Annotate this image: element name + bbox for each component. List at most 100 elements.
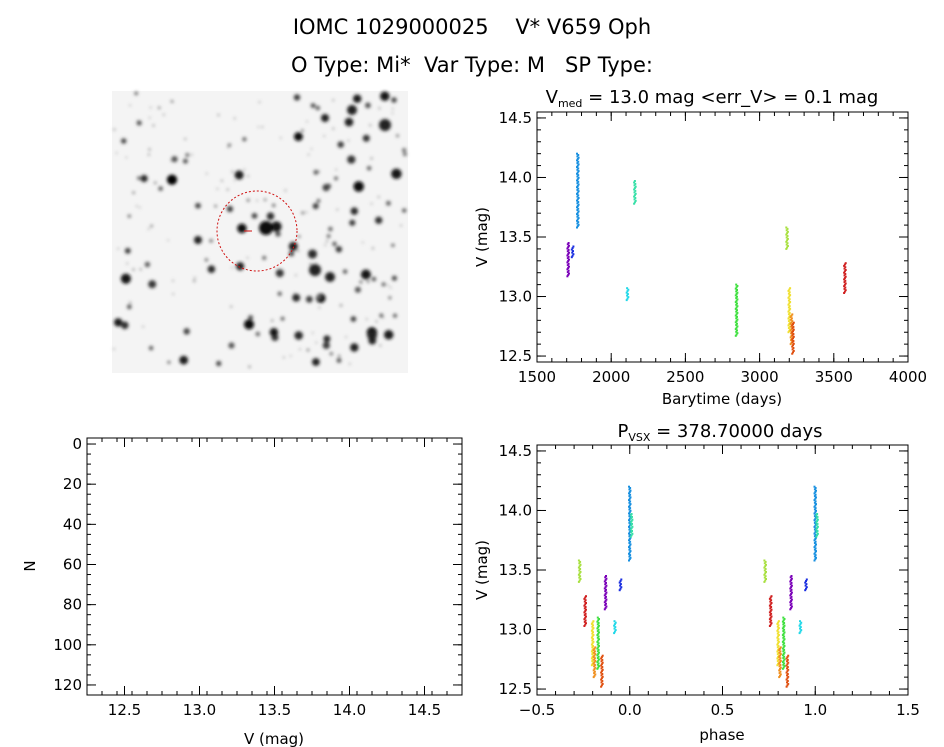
data-point [628, 508, 631, 511]
data-point [593, 668, 596, 670]
star [137, 119, 139, 122]
data-point [605, 605, 608, 608]
light-curve-panel: 1500 2000 2500 3000 3500 4000 12.5 13.0 13.5 14.0… [473, 87, 927, 408]
data-point [577, 223, 580, 226]
data-point [844, 266, 847, 269]
data-point [790, 325, 793, 328]
data-point [629, 527, 632, 530]
data-point [813, 492, 816, 495]
star [329, 352, 333, 356]
data-point [592, 640, 595, 643]
data-point [789, 343, 792, 346]
data-point [735, 324, 738, 326]
data-point [735, 299, 738, 302]
data-point [566, 268, 569, 271]
data-point [577, 207, 580, 210]
data-point [843, 283, 846, 286]
data-point [736, 298, 739, 301]
data-point [592, 669, 595, 672]
data-point [591, 621, 594, 624]
star [293, 292, 296, 295]
x-tick-label: 12.5 [108, 701, 141, 719]
data-point [786, 684, 789, 687]
data-point [566, 264, 569, 267]
data-point [798, 624, 801, 627]
data-point [576, 155, 579, 158]
data-point [816, 518, 819, 521]
data-point [593, 664, 596, 666]
data-point [619, 580, 622, 583]
star [237, 223, 247, 234]
data-point [783, 655, 786, 658]
data-point [814, 491, 817, 493]
data-point [813, 546, 816, 549]
data-point [791, 341, 794, 344]
data-point [779, 668, 781, 670]
data-point [815, 496, 817, 499]
data-point [791, 324, 794, 327]
data-point [776, 643, 779, 646]
data-point [566, 243, 569, 246]
data-point [735, 320, 738, 322]
data-point [783, 622, 786, 624]
star [126, 304, 132, 310]
data-point [777, 649, 780, 652]
data-point [786, 656, 789, 659]
data-point [785, 226, 788, 229]
star [246, 256, 249, 259]
data-point [792, 333, 795, 335]
data-point [736, 322, 738, 325]
data-point [777, 651, 780, 654]
data-point [596, 640, 599, 643]
data-point [591, 660, 594, 663]
data-point [814, 497, 817, 500]
data-point [628, 497, 631, 500]
data-point [814, 544, 817, 547]
data-point [815, 489, 817, 492]
data-point [628, 505, 630, 508]
data-point [592, 655, 595, 658]
data-point [584, 619, 587, 622]
data-point [627, 296, 630, 299]
star [282, 356, 285, 359]
star [147, 153, 150, 156]
data-point [777, 645, 780, 647]
star [142, 325, 144, 328]
data-point [769, 596, 772, 599]
star [318, 306, 321, 309]
star [214, 204, 217, 208]
data-point [576, 219, 578, 222]
star [349, 219, 356, 226]
data-point [844, 273, 847, 275]
x-tick-label: 1.0 [803, 701, 827, 719]
data-point [735, 290, 738, 293]
data-point [583, 604, 586, 607]
data-point [603, 601, 606, 604]
data-point [790, 588, 793, 591]
data-point [583, 600, 586, 603]
data-point [605, 602, 607, 605]
y-tick-label: 14.0 [499, 501, 532, 519]
data-point [776, 622, 779, 625]
data-point [596, 636, 599, 639]
data-point [786, 227, 789, 230]
data-point [604, 606, 607, 609]
data-point [592, 654, 595, 657]
data-point [769, 600, 772, 603]
data-point [791, 313, 794, 316]
data-point [604, 593, 607, 595]
data-point [779, 661, 781, 664]
star [217, 114, 220, 116]
star [323, 335, 331, 343]
data-point [591, 653, 594, 656]
star [231, 266, 233, 269]
data-point [570, 248, 573, 251]
data-point [782, 639, 785, 642]
data-point [787, 327, 790, 330]
data-point [578, 569, 581, 572]
data-point [786, 235, 789, 237]
star [317, 295, 321, 299]
data-point [789, 301, 792, 303]
data-point [584, 623, 587, 626]
data-point [790, 341, 793, 344]
